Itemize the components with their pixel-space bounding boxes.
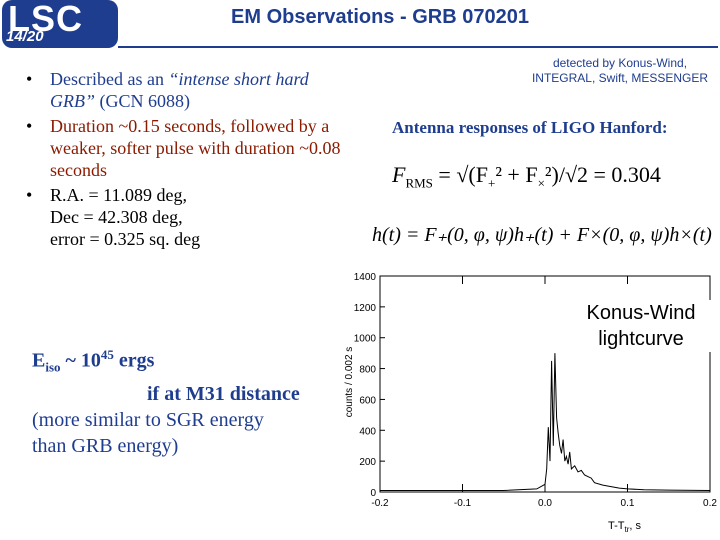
bullet-text-rest: (GCN 6088) (95, 91, 191, 111)
bullet-item-description: • Described as an “intense short hard GR… (26, 68, 356, 112)
energy-line3: (more similar to SGR energy (32, 408, 264, 431)
y-tick-label: 1200 (354, 303, 377, 314)
frms-lhs: F (392, 162, 406, 187)
lightcurve-chart: 0 200 400 600 800 1000 1200 1400 -0.2 -0.1 0.0 0.1… (344, 272, 717, 534)
e-exponent: 45 (100, 347, 114, 362)
y-tick-label: 200 (359, 457, 376, 468)
y-tick-label: 1400 (354, 272, 377, 283)
frms-sub: RMS (405, 175, 433, 191)
bullet-text-plain: Described as an (50, 69, 169, 89)
logo-text: LSC (8, 0, 83, 39)
e-tilde: ~ 10 (60, 349, 101, 372)
y-axis: 0 200 400 600 800 1000 1200 1400 (354, 272, 385, 499)
y-axis-label: counts / 0.002 s (344, 347, 355, 418)
e-symbol: E (32, 349, 46, 372)
logo-background (2, 0, 118, 48)
lsc-logo: LSC 14/20 (2, 0, 118, 48)
series-group (380, 353, 711, 491)
bullet-list: • Described as an “intense short hard GR… (26, 68, 356, 253)
frms-cross-sub: × (537, 175, 545, 191)
detection-line2: INTEGRAL, Swift, MESSENGER (531, 71, 709, 85)
bullet-text-italic: “intense short hard GRB” (50, 69, 309, 111)
energy-block: Eiso ~ 1045 ergs if at M31 distance (mor… (32, 342, 342, 459)
coord-error: error = 0.325 sq. deg (50, 229, 201, 249)
x-tick-label: -0.2 (371, 498, 389, 509)
y-tick-label: 600 (359, 395, 376, 406)
strain-formula: h(t) = F₊(0, φ, ψ)h₊(t) + F×(0, φ, ψ)h×(… (372, 224, 712, 246)
energy-line1: Eiso ~ 1045 ergs (32, 342, 342, 381)
y-tick-label: 400 (359, 426, 376, 437)
y-tick-label: 800 (359, 365, 376, 376)
bullet-dot: • (26, 185, 33, 205)
e-subscript: iso (45, 359, 61, 375)
chart-title: Konus-Wind lightcurve (566, 300, 716, 352)
frms-formula: FRMS = √(F+² + F×²)/√2 = 0.304 (392, 162, 661, 191)
x-label-main: T-T (608, 520, 625, 532)
bullet-text-duration: Duration ~0.15 seconds, followed by a we… (50, 116, 341, 180)
coord-dec: Dec = 42.308 deg, (50, 207, 183, 227)
frms-plus: ² + F (495, 162, 538, 187)
x-label-unit: , s (629, 520, 641, 532)
slide-title: EM Observations - GRB 070201 (231, 6, 529, 28)
detection-note: detected by Konus-Wind, INTEGRAL, Swift,… (520, 56, 720, 86)
bullet-item-coordinates: • R.A. = 11.089 deg, Dec = 42.308 deg, e… (26, 184, 356, 250)
x-axis: -0.2 -0.1 0.0 0.1 0.2 (371, 276, 717, 509)
antenna-heading: Antenna responses of LIGO Hanford: (392, 118, 668, 137)
x-label-sub: tr (625, 525, 630, 534)
series-line (380, 353, 711, 491)
y-tick-label: 0 (370, 488, 376, 499)
y-tick-label: 1000 (354, 334, 377, 345)
x-tick-label: 0.1 (621, 498, 635, 509)
slide-number: 14/20 (6, 28, 44, 45)
x-tick-label: 0.2 (703, 498, 717, 509)
x-tick-label: -0.1 (454, 498, 472, 509)
frms-eq: = √(F (432, 162, 488, 187)
frms-tail: ²)/√2 = 0.304 (544, 162, 661, 187)
bullet-dot: • (26, 116, 33, 136)
x-axis-label: T-Ttr, s (608, 520, 642, 534)
bullet-item-duration: • Duration ~0.15 seconds, followed by a … (26, 115, 356, 181)
detection-line1: detected by Konus-Wind, (552, 56, 688, 70)
frms-plus-sub: + (487, 175, 496, 191)
title-divider (118, 46, 718, 48)
bullet-dot: • (26, 69, 33, 89)
energy-line4: than GRB energy) (32, 434, 179, 457)
energy-line2: if at M31 distance (147, 382, 300, 405)
e-ergs: ergs (113, 349, 155, 372)
coord-ra: R.A. = 11.089 deg, (50, 185, 187, 205)
x-tick-label: 0.0 (538, 498, 552, 509)
